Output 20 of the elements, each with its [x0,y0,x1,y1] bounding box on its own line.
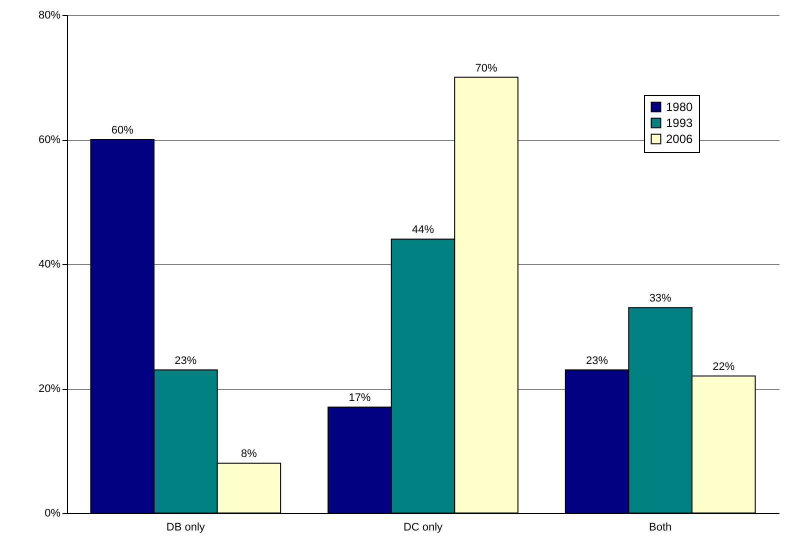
data-label: 70% [475,62,498,74]
data-label: 22% [712,361,735,374]
x-tick-label: DB only [166,522,206,534]
data-label: 8% [241,448,258,460]
data-label: 33% [649,292,672,305]
legend-label: 2006 [666,132,694,146]
y-tick-label: 0% [44,508,61,520]
data-label: 23% [586,354,608,367]
data-label: 17% [348,392,371,404]
data-label: 44% [412,224,434,236]
data-label: 60% [111,124,134,136]
x-tick-label: Both [649,522,672,534]
y-tick-label: 20% [38,383,61,395]
legend-label: 1993 [666,116,694,130]
y-tick-label: 40% [38,258,61,270]
y-tick-label: 60% [38,134,61,146]
x-tick-label: DC only [403,522,444,534]
data-label: 23% [174,354,197,367]
legend-label: 1980 [666,100,694,114]
y-tick-label: 80% [38,10,61,22]
